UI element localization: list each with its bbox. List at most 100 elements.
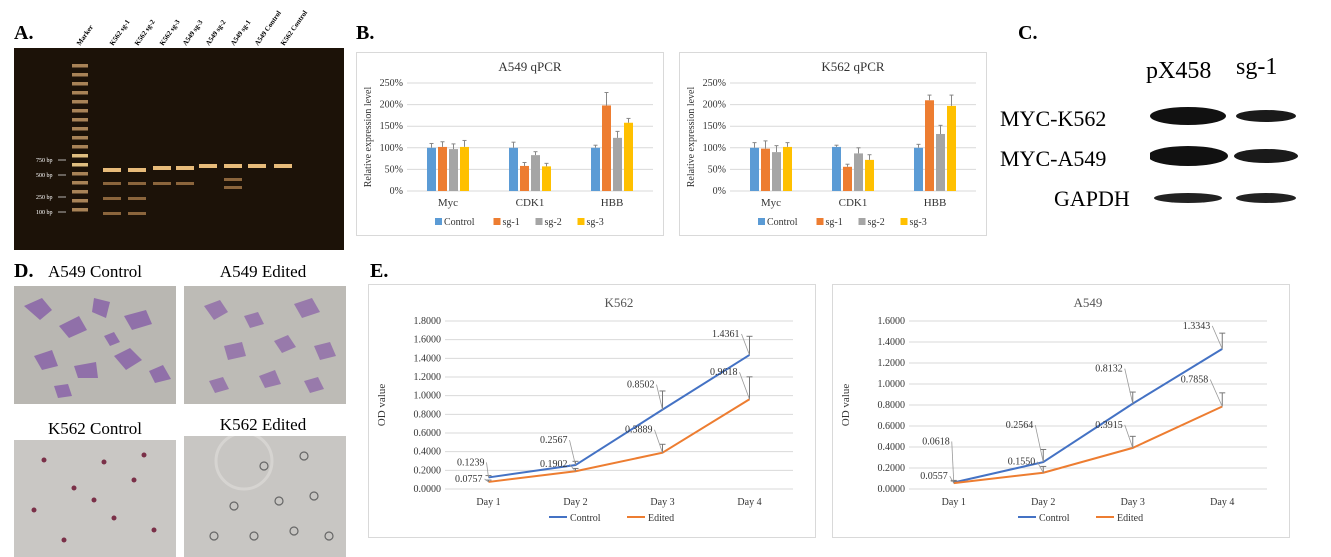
micro-title-a549-edited: A549 Edited [219,262,307,281]
y-axis-label: OD value [840,384,852,427]
y-tick-label: 0.8000 [414,409,442,420]
bar [520,165,529,191]
bar [613,137,622,191]
data-label-leader [569,439,576,466]
gel-marker-band [72,109,88,113]
gel-marker-band [72,91,88,95]
gel-figure: Marker K562 sg-1 K562 sg-2 K562 sg-3 A549 sg… [14,9,344,250]
y-tick-label: 100% [703,143,726,154]
band-gapdh-px458 [1154,193,1222,203]
legend-label: Control [1039,513,1070,524]
gel-lane-label: A549 Control [253,9,283,47]
gel-band [103,197,121,200]
data-label-leader [1034,424,1044,463]
chart-k562-od: K562 0.0000 0.2000 0.4000 0.6000 0.8000 1.0000… [368,284,816,538]
band-a549-px458 [1150,146,1228,166]
data-label-leader [1209,379,1223,407]
chart-a549-qpcr: A549 qPCR 0% 50% 100% 150% 200% 250% Relative e… [356,52,664,236]
x-tick-label: Day 2 [1031,497,1055,508]
bar [936,133,945,191]
data-label: 1.3343 [1183,321,1211,332]
legend-swatch [535,218,543,225]
y-tick-label: 0% [390,186,403,197]
data-label-leader [484,478,489,483]
y-tick-label: 1.6000 [878,316,906,327]
bar [509,147,518,191]
y-tick-label: 1.0000 [878,379,906,390]
gel-band [176,166,194,170]
legend-label: Edited [1117,513,1143,524]
y-tick-label: 200% [703,100,726,111]
panel-label-d: D. [14,260,34,282]
bar [947,105,956,191]
y-tick-label: 1.4000 [414,353,442,364]
bar [602,105,611,191]
chart-title: K562 qPCR [821,59,885,74]
gel-background [14,48,344,250]
data-label-leader [951,441,955,483]
y-tick-label: 150% [380,121,403,132]
panel-label-c: C. [1018,22,1038,44]
gel-band [103,168,121,172]
gel-lane-label: Marker [75,23,95,47]
y-tick-label: 1.4000 [878,337,906,348]
data-label-leader [569,463,576,472]
x-tick-label: Day 2 [563,497,587,508]
bar [925,100,934,191]
data-label: 0.1239 [457,457,485,468]
legend-label: sg-1 [826,217,843,228]
y-tick-label: 1.0000 [414,391,442,402]
gel-ladder-labels: 750 bp 500 bp 250 bp 100 bp [36,158,66,216]
gel-band [128,212,146,215]
bar [783,146,792,191]
data-label: 0.2564 [1006,420,1034,431]
legend-label: sg-2 [868,217,885,228]
legend-swatch [900,218,908,225]
legend-swatch [758,218,765,225]
legend-swatch [816,218,824,225]
gel-band [224,178,242,181]
data-label: 0.9618 [710,367,738,378]
data-label-leader [1211,325,1223,350]
gel-marker-band [72,136,88,140]
gel-band [128,168,146,172]
blot-row-myc-k562: MYC-K562 [1000,106,1107,131]
gel-marker-band [72,190,88,194]
band-k562-px458 [1150,107,1226,125]
blot-bands [1150,107,1298,203]
series-line [488,398,751,483]
gel-lane-label: A549 sg-2 [204,18,228,47]
gel-marker-band [72,163,88,167]
legend-swatch [493,218,501,225]
y-tick-label: 0.2000 [414,465,442,476]
y-tick-label: 1.6000 [414,335,442,346]
data-label: 0.0557 [920,471,948,482]
bar [624,122,633,191]
x-tick-label: Day 1 [476,497,500,508]
gel-marker-band [72,100,88,104]
y-tick-label: 0.6000 [414,428,442,439]
gel-bands [72,64,292,215]
data-label-leader [1124,368,1134,404]
data-label-leader [1036,461,1044,473]
gel-marker-band [72,154,88,158]
bar [865,159,874,191]
legend-label: Edited [648,513,674,524]
band-a549-sg1 [1234,149,1298,163]
data-label-leader [739,372,750,400]
x-tick-label: CDK1 [516,197,545,209]
gel-band [103,182,121,185]
gel-lane-label: K562 sg-3 [158,18,182,47]
series-line [488,354,751,479]
gel-lane-labels: Marker K562 sg-1 K562 sg-2 K562 sg-3 A549 sg… [75,9,309,47]
x-tick-label: Day 3 [1121,497,1145,508]
data-label: 0.0618 [922,437,950,448]
chart-a549-od: A549 0.0000 0.2000 0.4000 0.6000 0.8000 1.0000… [832,284,1290,538]
data-label: 0.2567 [540,435,568,446]
western-blot: pX458 sg-1 MYC-K562 MYC-A549 GAPDH [1000,50,1320,230]
x-tick-label: HBB [601,197,624,209]
y-tick-label: 1.2000 [414,372,442,383]
bar [542,166,551,191]
gel-marker-band [72,118,88,122]
chart-k562-qpcr: K562 qPCR 0% 50% 100% 150% 200% 250% Relative e… [679,52,987,236]
